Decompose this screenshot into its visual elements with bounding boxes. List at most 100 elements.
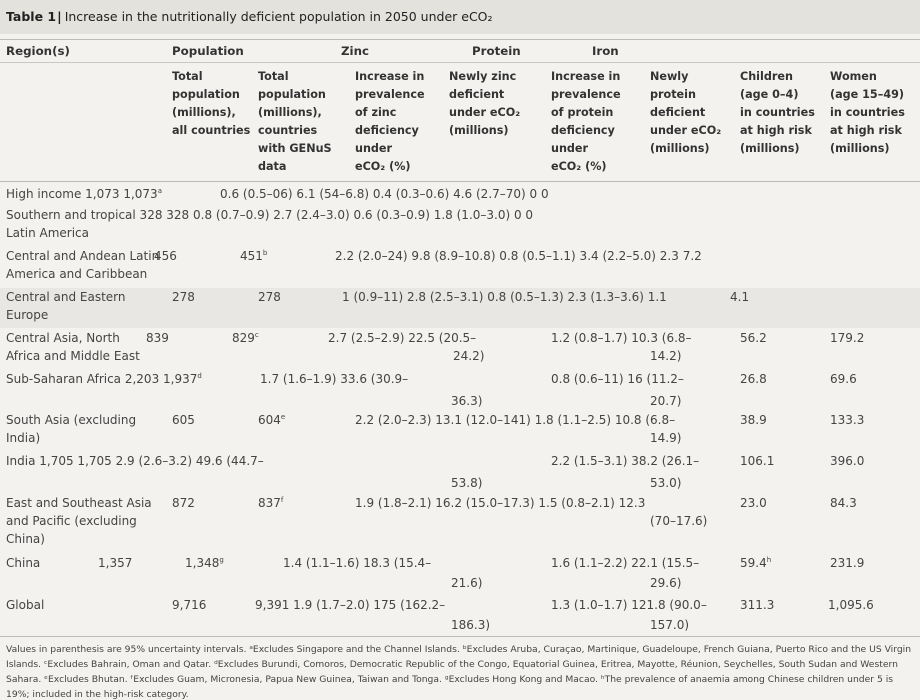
- zinc-values-cell: 1.4 (1.1–1.6) 18.3 (15.4–: [283, 556, 432, 570]
- iron-values-cont: 29.6): [650, 576, 682, 590]
- genus-population-cell: 278: [258, 290, 281, 304]
- table-row: Central and Andean Latin 456 451b 2.2 (2…: [0, 247, 920, 287]
- col-newly-protein-deficient: Newly protein deficient under eCO₂ (mill…: [650, 70, 722, 155]
- region-cell: High income 1,073 1,073a: [6, 187, 162, 201]
- region-cell-cont: and Pacific (excluding: [6, 514, 137, 528]
- table-row: India 1,705 1,705 2.9 (2.6–3.2) 49.6 (44…: [0, 452, 920, 492]
- header-protein: Protein: [472, 44, 521, 58]
- zinc-values-cell: 1.7 (1.6–1.9) 33.6 (30.9–: [260, 372, 409, 386]
- region-cell: Central and Eastern: [6, 290, 126, 304]
- women-cell: 84.3: [830, 496, 857, 510]
- region-cell: Latin America: [6, 226, 89, 240]
- table-title-text: Increase in the nutritionally deficient …: [64, 9, 493, 24]
- population-cell: 872: [172, 496, 195, 510]
- population-cell: 1,357: [98, 556, 133, 570]
- header-population: Population: [172, 44, 244, 58]
- population-cell: 278: [172, 290, 195, 304]
- genus-population-cell: 837f: [258, 496, 284, 510]
- values-cell: 2.2 (2.0–24) 9.8 (8.9–10.8) 0.8 (0.5–1.1…: [335, 249, 702, 263]
- women-cell: 231.9: [830, 556, 865, 570]
- col-zinc-prevalence: Increase in prevalence of zinc deficienc…: [355, 70, 425, 173]
- region-cell: Central and Andean Latin: [6, 249, 160, 263]
- region-cell: Sub-Saharan Africa 2,203 1,937d: [6, 372, 202, 386]
- iron-values-cell: 1.3 (1.0–1.7) 121.8 (90.0–: [551, 598, 707, 612]
- zinc-values-cont: 186.3): [451, 618, 491, 632]
- iron-values-cell: 1.6 (1.1–2.2) 22.1 (15.5–: [551, 556, 700, 570]
- table-row: Global 9,716 9,391 1.9 (1.7–2.0) 175 (16…: [0, 596, 920, 636]
- values-cell: 1.9 (1.8–2.1) 16.2 (15.0–17.3) 1.5 (0.8–…: [355, 496, 646, 510]
- population-cell: 839: [146, 331, 169, 345]
- women-cell: 179.2: [830, 331, 865, 345]
- children-cell: 23.0: [740, 496, 767, 510]
- table-label: Table 1: [6, 9, 57, 24]
- iron-values-cont: 14.9): [650, 431, 682, 445]
- region-cell-cont: India): [6, 431, 41, 445]
- iron-values-cont: 157.0): [650, 618, 690, 632]
- children-cell: 26.8: [740, 372, 767, 386]
- region-cell: China: [6, 556, 41, 570]
- region-cell-cont: Africa and Middle East: [6, 349, 140, 363]
- table-row: East and Southeast Asia 872 837f 1.9 (1.…: [0, 494, 920, 552]
- women-cell: 133.3: [830, 413, 865, 427]
- title-separator: |: [57, 9, 62, 24]
- table-title: Table 1| Increase in the nutritionally de…: [0, 0, 920, 34]
- genus-population-cell: 1,348g: [185, 556, 224, 570]
- women-cell: 396.0: [830, 454, 865, 468]
- table-footnote: Values in parenthesis are 95% uncertaint…: [0, 636, 920, 700]
- women-cell: 69.6: [830, 372, 857, 386]
- col-total-population-all: Total population (millions), all countri…: [172, 70, 251, 137]
- col-newly-zinc-deficient: Newly zinc deficient under eCO₂ (million…: [449, 70, 521, 137]
- population-cell: 9,716: [172, 598, 207, 612]
- children-cell: 106.1: [740, 454, 775, 468]
- women-cell: 1,095.6: [828, 598, 874, 612]
- header-iron: Iron: [592, 44, 619, 58]
- col-women-high-risk: Women (age 15–49) in countries at high r…: [830, 70, 905, 155]
- region-cell: Global: [6, 598, 45, 612]
- genus-population-cell: 829c: [232, 331, 259, 345]
- iron-values-cont: 53.0): [650, 476, 682, 490]
- iron-values-cell: 2.2 (1.5–3.1) 38.2 (26.1–: [551, 454, 700, 468]
- col-children-high-risk: Children (age 0–4) in countries at high …: [740, 70, 815, 155]
- zinc-values-cell: 2.7 (2.5–2.9) 22.5 (20.5–: [328, 331, 477, 345]
- zinc-values-cont: 21.6): [451, 576, 483, 590]
- children-cell: 56.2: [740, 331, 767, 345]
- children-cell: 4.1: [730, 290, 750, 304]
- zinc-values-cont: 36.3): [451, 394, 483, 408]
- iron-values-cont: 14.2): [650, 349, 682, 363]
- children-cell: 38.9: [740, 413, 767, 427]
- region-cell-cont: America and Caribbean: [6, 267, 148, 281]
- col-total-population-genus: Total population (millions), countries w…: [258, 70, 332, 173]
- table-row: South Asia (excluding 605 604e 2.2 (2.0–…: [0, 411, 920, 451]
- col-protein-prevalence: Increase in prevalence of protein defici…: [551, 70, 621, 173]
- header-zinc: Zinc: [341, 44, 369, 58]
- region-cell: South Asia (excluding: [6, 413, 137, 427]
- region-cell-cont: Europe: [6, 308, 49, 322]
- table-row: Southern and tropical 328 328 0.8 (0.7–0…: [0, 206, 920, 246]
- children-cell: 59.4h: [740, 556, 772, 570]
- region-cell: Central Asia, North: [6, 331, 120, 345]
- iron-values-cell: 1.2 (0.8–1.7) 10.3 (6.8–: [551, 331, 692, 345]
- region-cell: East and Southeast Asia: [6, 496, 152, 510]
- table-row: Central and Eastern 278 278 1 (0.9–11) 2…: [0, 288, 920, 328]
- row-values: India 1,705 1,705 2.9 (2.6–3.2) 49.6 (44…: [6, 454, 264, 468]
- population-cell: 605: [172, 413, 195, 427]
- zinc-values-cont: 24.2): [453, 349, 485, 363]
- column-header-row: Total population (millions), all countri…: [0, 64, 920, 182]
- children-cell: 311.3: [740, 598, 775, 612]
- zinc-values-cont: 53.8): [451, 476, 483, 490]
- table-row: Sub-Saharan Africa 2,203 1,937d 1.7 (1.6…: [0, 370, 920, 410]
- iron-values-cont: (70–17.6): [650, 514, 708, 528]
- genus-population-cell: 451b: [240, 249, 268, 263]
- values-cell: 0.6 (0.5–06) 6.1 (54–6.8) 0.4 (0.3–0.6) …: [220, 187, 549, 201]
- table-row: Central Asia, North 839 829c 2.7 (2.5–2.…: [0, 329, 920, 369]
- header-group-row: Region(s) Population Zinc Protein Iron: [0, 39, 920, 63]
- population-cell: 456: [154, 249, 177, 263]
- region-cell-cont2: China): [6, 532, 45, 546]
- values-cell: 2.2 (2.0–2.3) 13.1 (12.0–141) 1.8 (1.1–2…: [355, 413, 676, 427]
- values-cell: 9,391 1.9 (1.7–2.0) 175 (162.2–: [255, 598, 446, 612]
- header-regions: Region(s): [6, 44, 70, 58]
- table-row: China 1,357 1,348g 1.4 (1.1–1.6) 18.3 (1…: [0, 554, 920, 594]
- iron-values-cell: 0.8 (0.6–11) 16 (11.2–: [551, 372, 684, 386]
- iron-values-cont: 20.7): [650, 394, 682, 408]
- row-values: Southern and tropical 328 328 0.8 (0.7–0…: [6, 208, 534, 222]
